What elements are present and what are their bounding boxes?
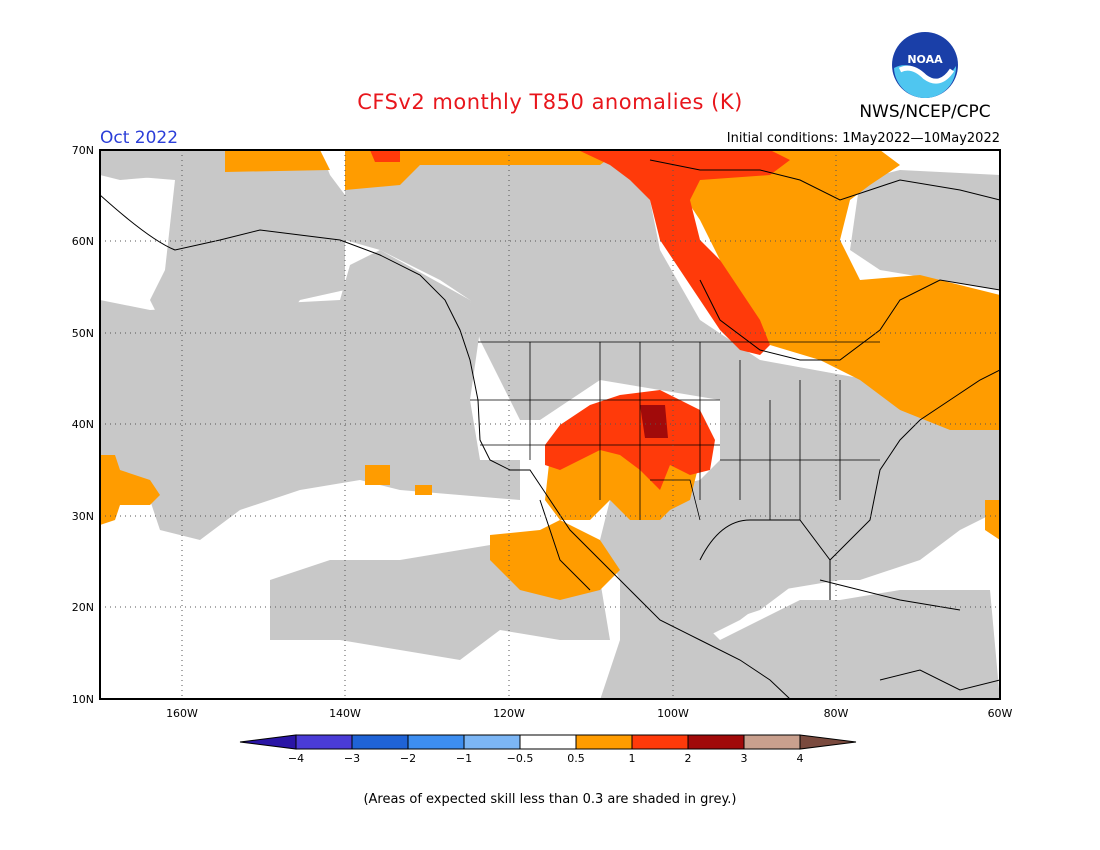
org-label: NWS/NCEP/CPC (859, 102, 991, 122)
lat-tick-label: 30N (72, 510, 94, 523)
lat-tick-label: 10N (72, 693, 94, 706)
colorbar-swatch (407, 734, 465, 750)
lat-tick-label: 20N (72, 601, 94, 614)
lat-tick-label: 50N (72, 327, 94, 340)
anomaly-positive-2-3 (640, 405, 668, 438)
colorbar-label: −0.5 (507, 752, 534, 765)
colorbar-swatch (351, 734, 409, 750)
colorbar-label: −2 (400, 752, 416, 765)
colorbar-label: −4 (288, 752, 304, 765)
coastlines (100, 159, 1000, 699)
anomaly-positive-0.5-1 (100, 150, 1000, 600)
political-borders (470, 341, 880, 521)
logo-text: NOAA (907, 53, 943, 66)
lat-tick-label: 40N (72, 418, 94, 431)
colorbar-label: 3 (741, 752, 748, 765)
colorbar-label: −3 (344, 752, 360, 765)
colorbar-swatch (799, 734, 857, 750)
skill-footnote: (Areas of expected skill less than 0.3 a… (363, 792, 737, 807)
colorbar-swatch (463, 734, 521, 750)
colorbar-label: −1 (456, 752, 472, 765)
colorbar-label: 1 (629, 752, 636, 765)
lat-tick-label: 60N (72, 235, 94, 248)
colorbar-swatch (295, 734, 353, 750)
colorbar-label: 2 (685, 752, 692, 765)
colorbar: −4 −3 −2 −1 −0.5 0.5 1 2 3 4 (239, 734, 857, 765)
graticule (100, 150, 1000, 699)
lat-axis: 70N 60N 50N 40N 30N 20N 10N (72, 144, 94, 706)
colorbar-label: 0.5 (567, 752, 585, 765)
colorbar-label: 4 (797, 752, 804, 765)
lon-axis: 160W 140W 120W 100W 80W 60W (166, 707, 1012, 720)
colorbar-swatch (239, 734, 297, 750)
colorbar-swatch (631, 734, 689, 750)
lon-tick-label: 120W (493, 707, 525, 720)
lon-tick-label: 100W (657, 707, 689, 720)
colorbar-swatch (743, 734, 801, 750)
initial-conditions: Initial conditions: 1May2022—10May2022 (726, 131, 1000, 146)
lon-tick-label: 140W (329, 707, 361, 720)
colorbar-swatch (575, 734, 633, 750)
lon-tick-label: 80W (824, 707, 849, 720)
map-frame (99, 149, 1001, 700)
map-title: CFSv2 monthly T850 anomalies (K) (357, 90, 743, 114)
noaa-logo: NOAA (892, 32, 958, 99)
lon-tick-label: 160W (166, 707, 198, 720)
colorbar-swatch (687, 734, 745, 750)
colorbar-swatch (519, 734, 577, 750)
valid-month: Oct 2022 (100, 128, 179, 148)
lat-tick-label: 70N (72, 144, 94, 157)
lon-tick-label: 60W (988, 707, 1013, 720)
